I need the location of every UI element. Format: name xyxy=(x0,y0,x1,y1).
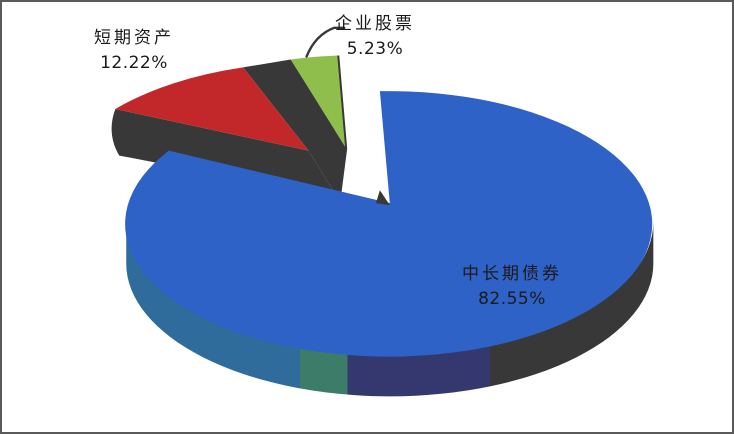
label-bonds-pct: 82.55% xyxy=(478,289,546,309)
label-short-assets-name: 短期资产 xyxy=(94,28,174,48)
pie-slice-bonds xyxy=(125,91,653,357)
pie-slice-stocks xyxy=(290,55,347,149)
label-short-assets-pct: 12.22% xyxy=(100,53,168,73)
label-stocks: 企业股票 5.23% xyxy=(332,12,418,62)
leader-line-stocks xyxy=(305,26,346,58)
pie-notch-shadow xyxy=(375,190,390,206)
pie-slice-bonds-depth-side xyxy=(126,221,654,397)
pie-slice-short-assets xyxy=(115,67,309,151)
label-stocks-name: 企业股票 xyxy=(335,14,415,34)
label-stocks-pct: 5.23% xyxy=(346,39,404,59)
label-short-assets: 短期资产 12.22% xyxy=(76,26,192,76)
pie-slice-stocks-depth-side xyxy=(243,59,348,203)
label-bonds: 中长期债券 82.55% xyxy=(448,262,576,312)
pie-slice-stocks-edge xyxy=(337,55,348,149)
label-bonds-name: 中长期债券 xyxy=(462,264,562,284)
